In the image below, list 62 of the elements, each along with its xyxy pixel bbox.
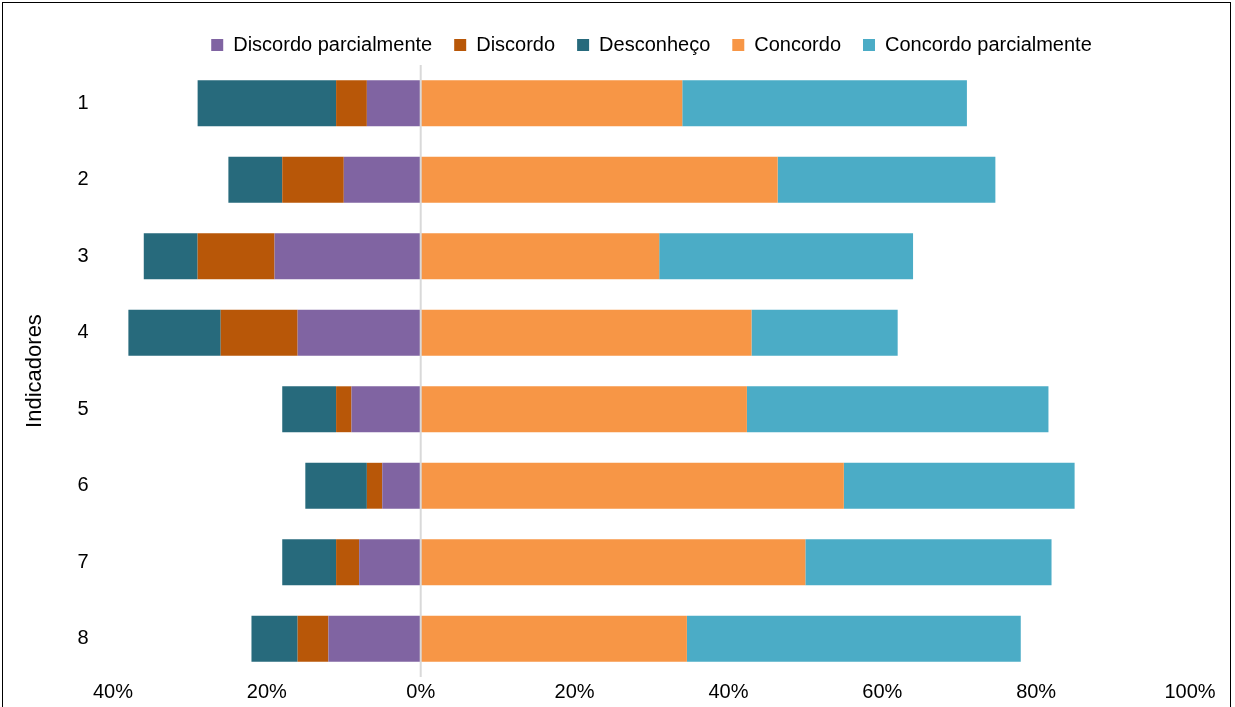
bar — [274, 233, 421, 280]
legend-label: Discordo parcialmente — [233, 32, 433, 55]
bar — [228, 156, 283, 203]
x-tick-label: 80% — [1016, 679, 1057, 702]
bar — [382, 462, 421, 509]
bar — [197, 80, 337, 127]
bar — [143, 233, 198, 280]
bar — [366, 462, 383, 509]
bar — [336, 539, 360, 586]
bar — [366, 80, 421, 127]
bar — [420, 80, 683, 127]
bar — [251, 615, 298, 662]
x-tick-label: 0% — [406, 679, 436, 702]
bar — [305, 462, 367, 509]
bar — [746, 386, 1049, 433]
x-tick-label: 20% — [246, 679, 288, 702]
bar — [351, 386, 421, 433]
legend-label: Concordo — [754, 32, 842, 55]
bar — [686, 615, 1021, 662]
y-tick-label: 5 — [77, 396, 89, 419]
legend-label: Discordo — [476, 32, 556, 55]
y-tick-label: 6 — [77, 473, 89, 496]
x-tick-label: 40% — [708, 679, 749, 702]
bar — [420, 539, 806, 586]
bar — [282, 386, 337, 433]
bar — [297, 309, 421, 356]
bar — [805, 539, 1052, 586]
bar — [420, 233, 660, 280]
bar — [282, 539, 337, 586]
bar — [751, 309, 898, 356]
x-tick-label: 40% — [92, 679, 134, 702]
bar — [420, 462, 844, 509]
x-tick-label: 60% — [862, 679, 903, 702]
bar — [420, 386, 747, 433]
bar — [659, 233, 914, 280]
bar — [128, 309, 221, 356]
y-tick-label: 8 — [77, 626, 89, 649]
bar — [336, 386, 352, 433]
legend-label: Desconheço — [599, 32, 711, 55]
bar — [197, 233, 275, 280]
bar — [343, 156, 421, 203]
y-tick-label: 4 — [77, 320, 89, 343]
y-tick-label: 1 — [77, 90, 89, 113]
bar — [777, 156, 996, 203]
bar — [359, 539, 421, 586]
bar — [682, 80, 967, 127]
bar — [220, 309, 298, 356]
bar — [420, 615, 687, 662]
y-tick-label: 3 — [77, 243, 89, 266]
x-tick-label: 100% — [1164, 679, 1216, 702]
bar — [420, 309, 752, 356]
y-axis-title: Indicadores — [21, 314, 47, 428]
x-tick-label: 20% — [554, 679, 595, 702]
y-tick-label: 7 — [77, 549, 89, 572]
y-tick-label: 2 — [77, 167, 89, 190]
bar — [282, 156, 344, 203]
bar — [420, 156, 778, 203]
legend-label: Concordo parcialmente — [885, 32, 1092, 55]
bar — [297, 615, 329, 662]
bar — [843, 462, 1075, 509]
bar — [328, 615, 421, 662]
bar — [336, 80, 367, 127]
